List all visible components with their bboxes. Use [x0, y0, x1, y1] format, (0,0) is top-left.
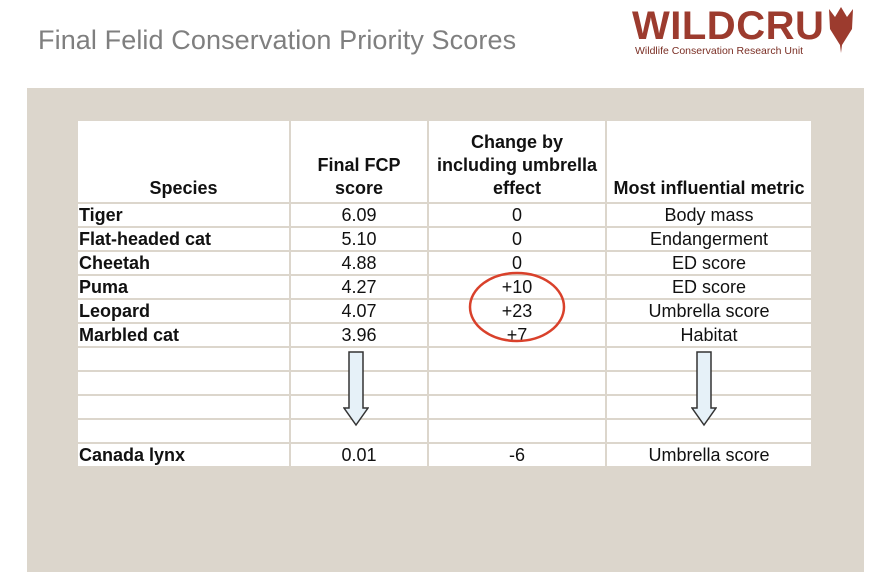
empty-cell: [78, 372, 289, 394]
empty-cell: [291, 420, 427, 442]
wildcru-logo: WILDCRU Wildlife Conservation Research U…: [632, 4, 862, 58]
logo-subtitle: Wildlife Conservation Research Unit: [635, 45, 804, 57]
table-cell-fcp: 4.07: [291, 300, 427, 322]
highlight-circle: [468, 271, 566, 343]
column-header-metric: Most influential metric: [607, 121, 811, 202]
empty-cell: [78, 348, 289, 370]
empty-cell: [429, 348, 605, 370]
table-cell-change: 0: [429, 228, 605, 250]
down-arrow-icon: [343, 351, 369, 427]
empty-cell: [429, 396, 605, 418]
table-cell-species: Flat-headed cat: [78, 228, 289, 250]
table-cell-species: Puma: [78, 276, 289, 298]
table-cell-fcp: 3.96: [291, 324, 427, 346]
column-header-fcp: Final FCP score: [291, 121, 427, 202]
priority-table: Species Final FCP score Change by includin…: [78, 121, 811, 466]
slide-title: Final Felid Conservation Priority Scores: [38, 25, 517, 55]
empty-cell: [78, 396, 289, 418]
table-cell-change: 0: [429, 204, 605, 226]
table-cell-metric: Endangerment: [607, 228, 811, 250]
empty-cell: [429, 420, 605, 442]
table-cell-species: Marbled cat: [78, 324, 289, 346]
table-cell-fcp: 0.01: [291, 444, 427, 466]
table-cell-metric: ED score: [607, 252, 811, 274]
table-cell-metric: ED score: [607, 276, 811, 298]
leaf-icon: [829, 7, 853, 53]
column-header-change: Change by including umbrella effect: [429, 121, 605, 202]
column-header-species: Species: [78, 121, 289, 202]
table-cell-fcp: 4.88: [291, 252, 427, 274]
table-cell-change: 0: [429, 252, 605, 274]
table-cell-fcp: 5.10: [291, 228, 427, 250]
down-arrow-icon: [691, 351, 717, 427]
table-cell-metric: Habitat: [607, 324, 811, 346]
table-cell-species: Leopard: [78, 300, 289, 322]
empty-cell: [607, 420, 811, 442]
table-cell-species: Cheetah: [78, 252, 289, 274]
table-cell-fcp: 6.09: [291, 204, 427, 226]
table-cell-metric: Umbrella score: [607, 300, 811, 322]
empty-cell: [78, 420, 289, 442]
table-cell-metric: Umbrella score: [607, 444, 811, 466]
table-cell-species: Tiger: [78, 204, 289, 226]
logo-wordmark: WILDCRU: [632, 4, 825, 48]
empty-cell: [429, 372, 605, 394]
table-cell-species: Canada lynx: [78, 444, 289, 466]
table-cell-metric: Body mass: [607, 204, 811, 226]
table-cell-change: -6: [429, 444, 605, 466]
table-cell-fcp: 4.27: [291, 276, 427, 298]
